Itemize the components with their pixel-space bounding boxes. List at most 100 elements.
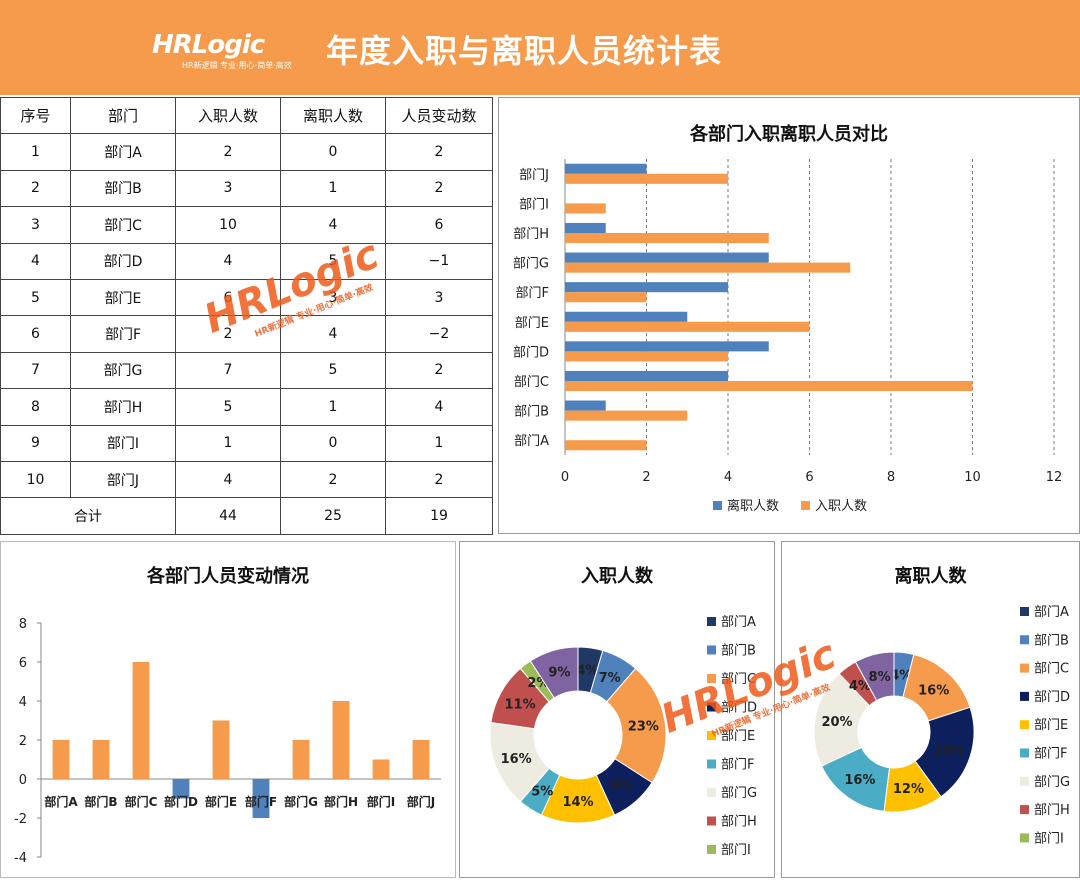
total-label: 合计 — [0, 497, 176, 535]
table-cell: 4 — [175, 242, 281, 280]
table-cell: 5 — [0, 278, 71, 317]
bar-hire — [565, 351, 728, 362]
table-cell: 6 — [385, 206, 493, 244]
x-tick-label: 12 — [1046, 470, 1063, 485]
bar-change — [92, 740, 110, 779]
table-row: 2 部门B 3 1 2 — [0, 169, 493, 208]
x-tick-label: 6 — [805, 470, 813, 485]
x-tick-label: 部门I — [367, 794, 395, 809]
legend-swatch — [707, 702, 716, 712]
table-cell: 2 — [385, 460, 493, 499]
legend-label: 部门G — [721, 786, 757, 801]
bar-change — [172, 779, 190, 799]
donut-pct-label: 7% — [599, 671, 621, 686]
table-cell: 6 — [0, 315, 71, 353]
table-cell: 5 — [280, 242, 386, 280]
legend-label: 部门A — [1034, 605, 1069, 620]
page-title: 年度入职与离职人员统计表 — [326, 32, 723, 70]
y-tick-label: 部门I — [519, 197, 549, 212]
table-cell: 1 — [175, 424, 281, 462]
table-header-cell: 序号 — [0, 96, 71, 135]
table-header-row: 序号 部门 入职人数 离职人数 人员变动数 — [0, 96, 493, 135]
legend-swatch — [1020, 748, 1029, 758]
table-cell: 部门A — [70, 133, 176, 171]
bar-leave — [565, 222, 606, 233]
table-header-cell: 部门 — [70, 96, 176, 135]
x-tick-label: 部门B — [84, 794, 117, 809]
dept-change-chart: -4 -2 0 2 4 6 8 部门A 部门B 部门C 部门D 部门E 部门F 部门G 部门H 部门I 部门J — [14, 617, 441, 866]
table-cell: 1 — [280, 388, 386, 426]
table-cell: 4 — [175, 460, 281, 499]
legend-label: 部门B — [1034, 633, 1069, 648]
table-row: 5 部门E 6 3 3 — [0, 278, 493, 317]
y-tick-label: 0 — [19, 773, 27, 788]
bar-hire — [565, 173, 728, 184]
table-cell: 4 — [385, 388, 493, 426]
table-row: 7 部门G 7 5 2 — [0, 351, 493, 390]
hire-donut-chart: 4% 7%23%9%14%5%16%11%2%9%部门A部门B部门C部门D部门E部… — [489, 615, 757, 858]
table-cell: 8 — [0, 388, 71, 426]
bar-change — [292, 740, 310, 779]
donut-pct-label: 8% — [869, 670, 891, 685]
table-cell: 5 — [175, 388, 281, 426]
table-body: 1 部门A 2 0 2 2 部门B 3 1 2 3 部门C 10 4 6 4 部门D 4 5 −1 5 部门E 6 3 3 6 部门… — [0, 133, 493, 499]
legend-swatch — [707, 759, 716, 769]
y-tick-label: 部门J — [519, 168, 549, 183]
bar-change — [212, 720, 230, 779]
table-cell: −2 — [385, 315, 493, 353]
table-cell: 7 — [175, 351, 281, 390]
logo-text: HRLogic — [152, 30, 265, 60]
table-cell: 部门J — [70, 460, 176, 499]
x-tick-label: 部门H — [324, 794, 358, 809]
legend-label: 部门H — [721, 815, 757, 830]
donut-pct-label: 11% — [505, 697, 536, 712]
legend-label: 部门C — [1034, 662, 1069, 677]
table-cell: 0 — [280, 424, 386, 462]
leave-donut-chart: 4% 16% 20% 12% 16% 20% 4%8% 部门A 部门B 部门C 部门D 部门E 部门F 部… — [813, 605, 1070, 846]
donut-pct-label: 4% — [890, 668, 912, 683]
donut-pct-label: 4% — [849, 679, 871, 694]
x-tick-label: 10 — [964, 470, 981, 485]
table-cell: 10 — [0, 460, 71, 499]
x-tick-label: 0 — [561, 470, 569, 485]
table-row: 4 部门D 4 5 −1 — [0, 242, 493, 280]
legend-swatch — [1020, 776, 1029, 786]
legend-swatch — [707, 674, 716, 683]
y-tick-label: 部门B — [514, 405, 549, 420]
x-tick-label: 部门F — [245, 794, 277, 809]
donut-pct-label: 16% — [918, 684, 949, 699]
table-row: 1 部门A 2 0 2 — [0, 133, 493, 171]
x-tick-label: 部门D — [164, 794, 198, 809]
table-cell: 4 — [280, 206, 386, 244]
table-cell: 部门G — [70, 351, 176, 390]
table-cell: 3 — [385, 278, 493, 317]
legend-label: 部门D — [721, 701, 757, 716]
bar-leave — [565, 341, 769, 352]
bar-change — [332, 701, 350, 779]
x-tick-label: 部门J — [407, 794, 435, 809]
donut-slice — [529, 646, 579, 699]
bar-change — [52, 740, 70, 779]
legend-swatch — [707, 816, 716, 826]
table-cell: 部门F — [70, 315, 176, 353]
bar-change — [252, 779, 270, 818]
donut-pct-label: 16% — [501, 752, 532, 767]
table-cell: 5 — [280, 351, 386, 390]
legend-label: 部门H — [1034, 803, 1070, 818]
bar-hire — [565, 292, 647, 303]
y-tick-label: 部门E — [515, 316, 549, 331]
table-cell: 部门E — [70, 278, 176, 317]
bar-leave — [565, 400, 606, 411]
legend-label: 部门F — [1034, 747, 1067, 762]
table-cell: 部门C — [70, 206, 176, 244]
donut-pct-label: 4% — [576, 664, 598, 679]
legend-label: 入职人数 — [815, 499, 867, 514]
logo-subtext: HR新逻辑 专业·用心·简单·高效 — [182, 61, 292, 70]
table-cell: 2 — [280, 460, 386, 499]
legend-swatch — [713, 501, 722, 510]
total-leave: 25 — [280, 497, 386, 535]
table-header-cell: 离职人数 — [280, 96, 386, 135]
donut-pct-label: 20% — [934, 744, 965, 759]
table-cell: 6 — [175, 278, 281, 317]
table-cell: 3 — [175, 169, 281, 208]
